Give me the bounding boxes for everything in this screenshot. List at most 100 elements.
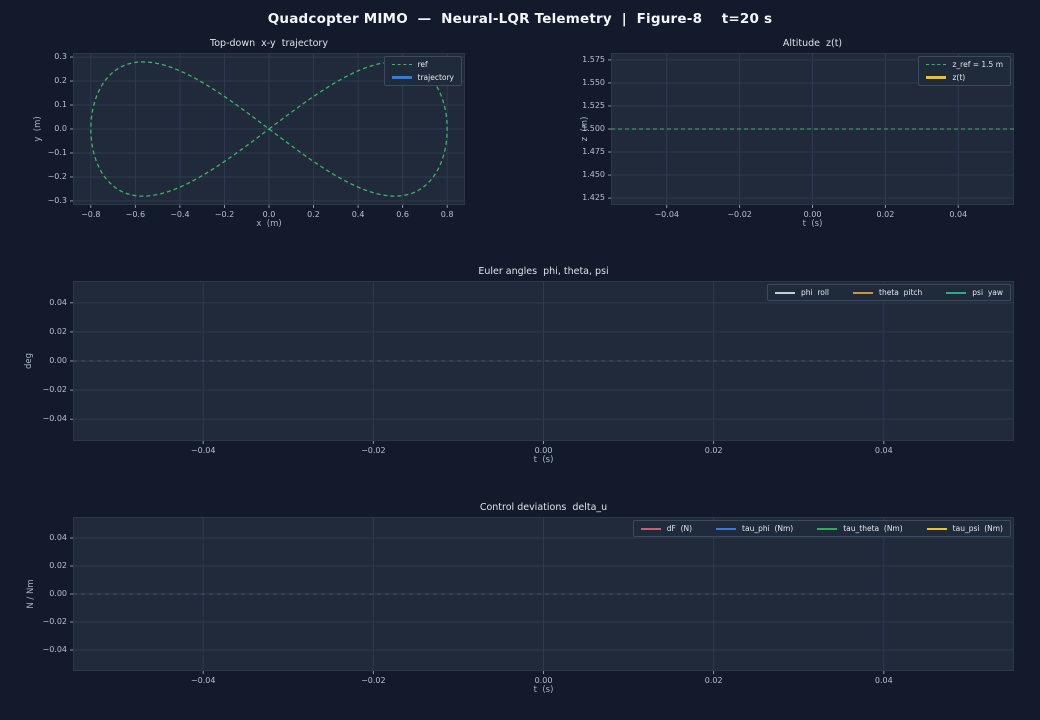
plot-xy-trajectory: Top-down x-y trajectory y (m) ref traject… bbox=[33, 38, 465, 229]
legend: z_ref = 1.5 m z(t) bbox=[918, 56, 1011, 86]
y-tick-label: 1.425 bbox=[582, 193, 605, 203]
y-tick-label: −0.3 bbox=[47, 195, 67, 205]
legend: phi roll theta pitch psi yaw bbox=[766, 284, 1011, 301]
x-tick-label: −0.04 bbox=[190, 676, 216, 685]
legend-entry: trajectory bbox=[391, 73, 455, 82]
legend-label: z_ref = 1.5 m bbox=[952, 60, 1003, 69]
legend-label: ref bbox=[417, 60, 428, 69]
legend-entry: z_ref = 1.5 m bbox=[926, 60, 1003, 69]
plot-title: Altitude z(t) bbox=[782, 38, 843, 49]
x-tick-label: −0.04 bbox=[654, 210, 679, 219]
x-tick-label: −0.04 bbox=[190, 446, 216, 455]
legend-line-swatch bbox=[817, 527, 838, 530]
y-tick-label: −0.2 bbox=[47, 171, 67, 181]
x-tick-label: 0.02 bbox=[876, 210, 895, 219]
x-tick-label: −0.02 bbox=[727, 210, 752, 219]
x-tick-label: −0.02 bbox=[361, 446, 386, 455]
legend-line-swatch bbox=[926, 76, 947, 79]
plot-title: Euler angles phi, theta, psi bbox=[478, 266, 609, 277]
y-tick-label: 0.0 bbox=[54, 124, 67, 133]
legend-label: z(t) bbox=[952, 73, 966, 82]
legend-label: tau_phi (Nm) bbox=[742, 524, 794, 533]
x-tick-label: 0.00 bbox=[803, 210, 822, 219]
legend: dF (N) tau_phi (Nm) tau_theta (Nm) tau_psi … bbox=[632, 520, 1011, 537]
legend-label: trajectory bbox=[417, 73, 455, 82]
y-tick-label: 0.3 bbox=[54, 52, 67, 62]
y-tick-label: 1.500 bbox=[582, 124, 605, 133]
legend-line-swatch bbox=[774, 291, 795, 294]
plot-canvas bbox=[70, 281, 1014, 444]
legend-entry: tau_psi (Nm) bbox=[926, 524, 1003, 533]
legend-line-swatch bbox=[853, 291, 874, 294]
plot-canvas bbox=[70, 53, 465, 208]
legend-line-swatch bbox=[640, 527, 661, 530]
plot-altitude: Altitude z(t) z (m) z_ref = 1.5 m z(t) t … bbox=[580, 38, 1014, 229]
plot-area[interactable]: phi roll theta pitch psi yaw bbox=[70, 281, 1014, 444]
y-tick-label: 1.575 bbox=[582, 54, 605, 64]
x-tick-label: −0.4 bbox=[170, 210, 190, 219]
x-axis-label: t (s) bbox=[802, 219, 823, 229]
x-tick-label: 0.04 bbox=[949, 210, 968, 219]
plot-euler-angles: Euler angles phi, theta, psi deg phi rol… bbox=[24, 266, 1014, 465]
x-tick-label: −0.02 bbox=[361, 676, 386, 685]
legend-line-swatch bbox=[391, 64, 412, 65]
legend-entry: ref bbox=[391, 60, 455, 69]
legend-entry: phi roll bbox=[774, 288, 830, 297]
legend-label: phi roll bbox=[800, 288, 830, 297]
x-tick-label: 0.00 bbox=[534, 676, 553, 685]
legend-entry: dF (N) bbox=[640, 524, 693, 533]
figure-title: Quadcopter MIMO — Neural-LQR Telemetry |… bbox=[267, 11, 773, 27]
legend-entry: theta pitch bbox=[853, 288, 922, 297]
legend-entry: z(t) bbox=[926, 73, 1003, 82]
y-tick-label: 0.02 bbox=[49, 561, 67, 570]
x-axis-label: t (s) bbox=[533, 455, 554, 465]
plot-control-deviations: Control deviations delta_u N / Nm dF (N)… bbox=[26, 502, 1014, 695]
y-tick-label: 0.00 bbox=[49, 356, 67, 365]
y-tick-label: 0.1 bbox=[54, 100, 67, 110]
legend-line-swatch bbox=[926, 64, 947, 65]
legend-line-swatch bbox=[391, 76, 412, 79]
x-tick-label: −0.6 bbox=[125, 210, 146, 219]
x-tick-label: 0.04 bbox=[874, 446, 893, 455]
x-tick-label: 0.2 bbox=[307, 210, 320, 219]
y-tick-label: −0.04 bbox=[42, 645, 67, 654]
plot-area[interactable]: z_ref = 1.5 m z(t) bbox=[608, 53, 1014, 208]
x-tick-label: 0.0 bbox=[262, 210, 276, 219]
legend: ref trajectory bbox=[383, 56, 462, 86]
x-tick-label: 0.6 bbox=[396, 210, 409, 219]
x-tick-label: 0.04 bbox=[874, 676, 893, 685]
x-tick-label: 0.8 bbox=[440, 210, 454, 219]
x-tick-label: −0.8 bbox=[81, 210, 101, 219]
legend-label: tau_theta (Nm) bbox=[843, 524, 903, 533]
y-tick-label: 0.04 bbox=[49, 533, 67, 542]
legend-line-swatch bbox=[926, 527, 947, 530]
y-tick-label: 0.00 bbox=[49, 589, 67, 598]
y-tick-label: 0.2 bbox=[54, 76, 67, 86]
legend-entry: psi yaw bbox=[946, 288, 1003, 297]
y-tick-label: −0.02 bbox=[42, 617, 67, 626]
legend-label: psi yaw bbox=[972, 288, 1003, 297]
plot-title: Top-down x-y trajectory bbox=[210, 38, 328, 49]
legend-entry: tau_phi (Nm) bbox=[716, 524, 793, 533]
x-tick-label: 0.02 bbox=[704, 676, 723, 685]
x-axis-label: x (m) bbox=[256, 219, 282, 229]
y-tick-label: 1.475 bbox=[582, 147, 605, 157]
x-tick-label: −0.2 bbox=[214, 210, 235, 219]
x-axis-label: t (s) bbox=[533, 685, 554, 695]
plot-title: Control deviations delta_u bbox=[479, 502, 608, 513]
y-tick-label: 1.550 bbox=[582, 77, 605, 87]
plot-area[interactable]: dF (N) tau_phi (Nm) tau_theta (Nm) tau_psi … bbox=[70, 517, 1014, 674]
legend-label: theta pitch bbox=[879, 288, 923, 297]
y-tick-label: 0.02 bbox=[49, 326, 67, 336]
legend-label: dF (N) bbox=[666, 524, 693, 533]
legend-label: tau_psi (Nm) bbox=[952, 524, 1003, 533]
plot-area[interactable]: ref trajectory bbox=[70, 53, 465, 208]
x-tick-label: 0.02 bbox=[704, 446, 723, 455]
y-tick-label: 1.525 bbox=[582, 100, 605, 110]
legend-entry: tau_theta (Nm) bbox=[817, 524, 903, 533]
y-tick-label: 1.450 bbox=[582, 170, 605, 180]
x-tick-label: 0.00 bbox=[534, 446, 553, 455]
y-tick-label: −0.1 bbox=[47, 147, 67, 157]
legend-line-swatch bbox=[716, 527, 737, 530]
